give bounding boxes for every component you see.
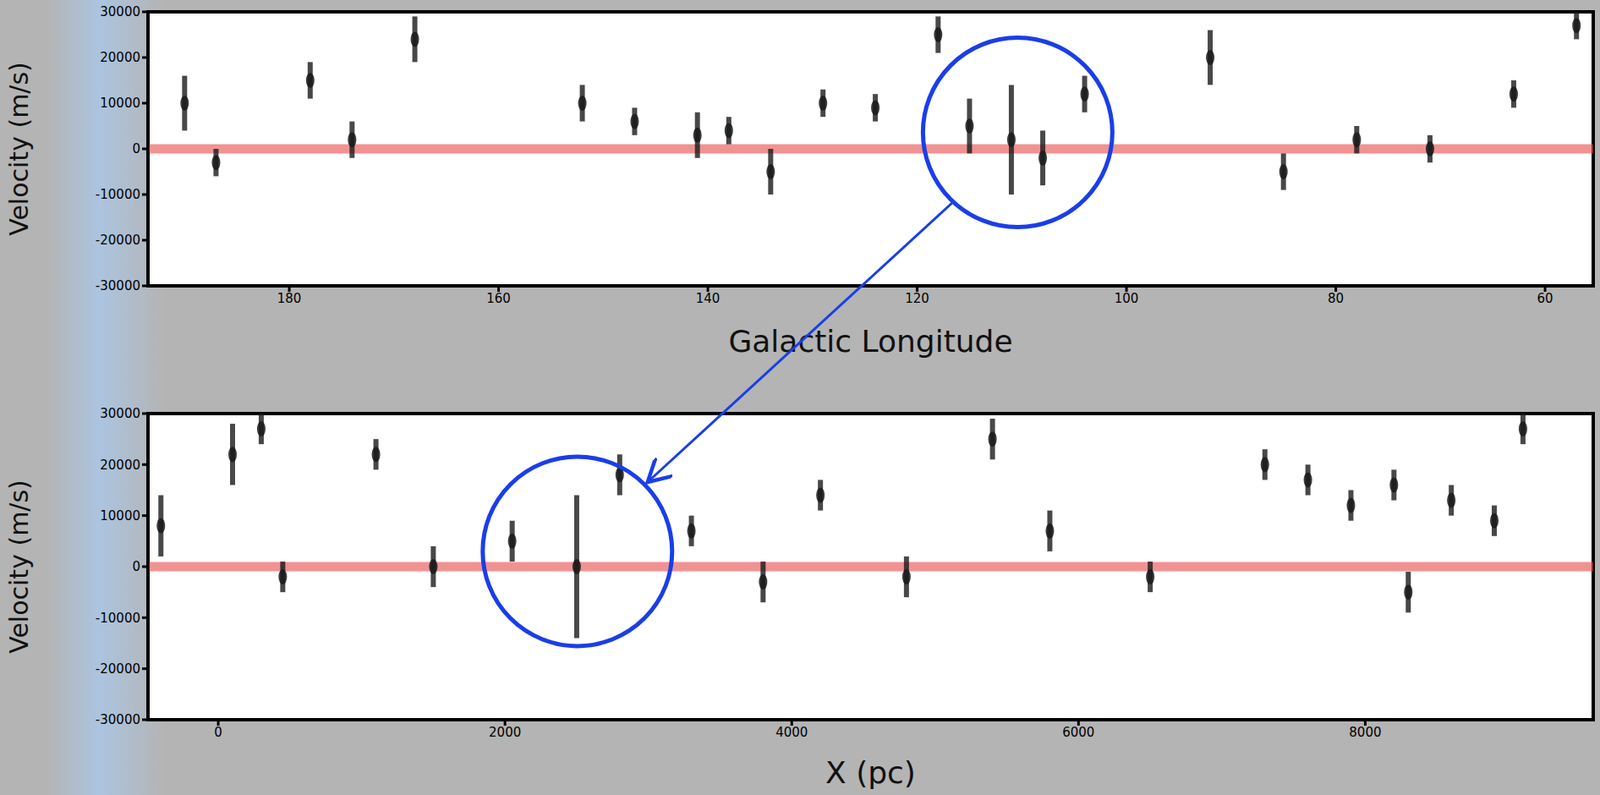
svg-text:0: 0 [213,724,223,740]
svg-text:30000: 30000 [99,4,141,20]
svg-text:120: 120 [904,290,930,307]
svg-text:140: 140 [695,290,721,307]
svg-text:Velocity (m/s): Velocity (m/s) [4,61,34,236]
svg-text:60: 60 [1537,290,1554,307]
svg-text:20000: 20000 [99,49,141,66]
svg-text:-10000: -10000 [95,186,141,203]
svg-text:6000: 6000 [1062,724,1095,740]
svg-text:180: 180 [277,290,302,307]
svg-text:80: 80 [1327,290,1344,307]
svg-text:-30000: -30000 [95,712,141,728]
svg-text:Galactic Longitude: Galactic Longitude [728,323,1013,359]
svg-text:-20000: -20000 [95,661,141,677]
svg-text:20000: 20000 [99,457,141,473]
svg-text:Velocity (m/s): Velocity (m/s) [4,479,34,654]
svg-text:10000: 10000 [99,95,141,111]
svg-text:100: 100 [1114,290,1140,307]
svg-text:-10000: -10000 [95,610,141,626]
svg-text:0: 0 [131,141,141,157]
svg-text:160: 160 [486,290,511,307]
svg-text:8000: 8000 [1348,724,1381,740]
svg-text:X (pc): X (pc) [825,755,916,790]
svg-text:10000: 10000 [99,508,141,524]
svg-text:-30000: -30000 [95,278,141,294]
svg-text:2000: 2000 [488,724,521,740]
svg-text:4000: 4000 [775,724,808,740]
svg-text:0: 0 [131,558,141,575]
svg-text:-20000: -20000 [95,232,141,248]
svg-text:30000: 30000 [99,405,141,422]
